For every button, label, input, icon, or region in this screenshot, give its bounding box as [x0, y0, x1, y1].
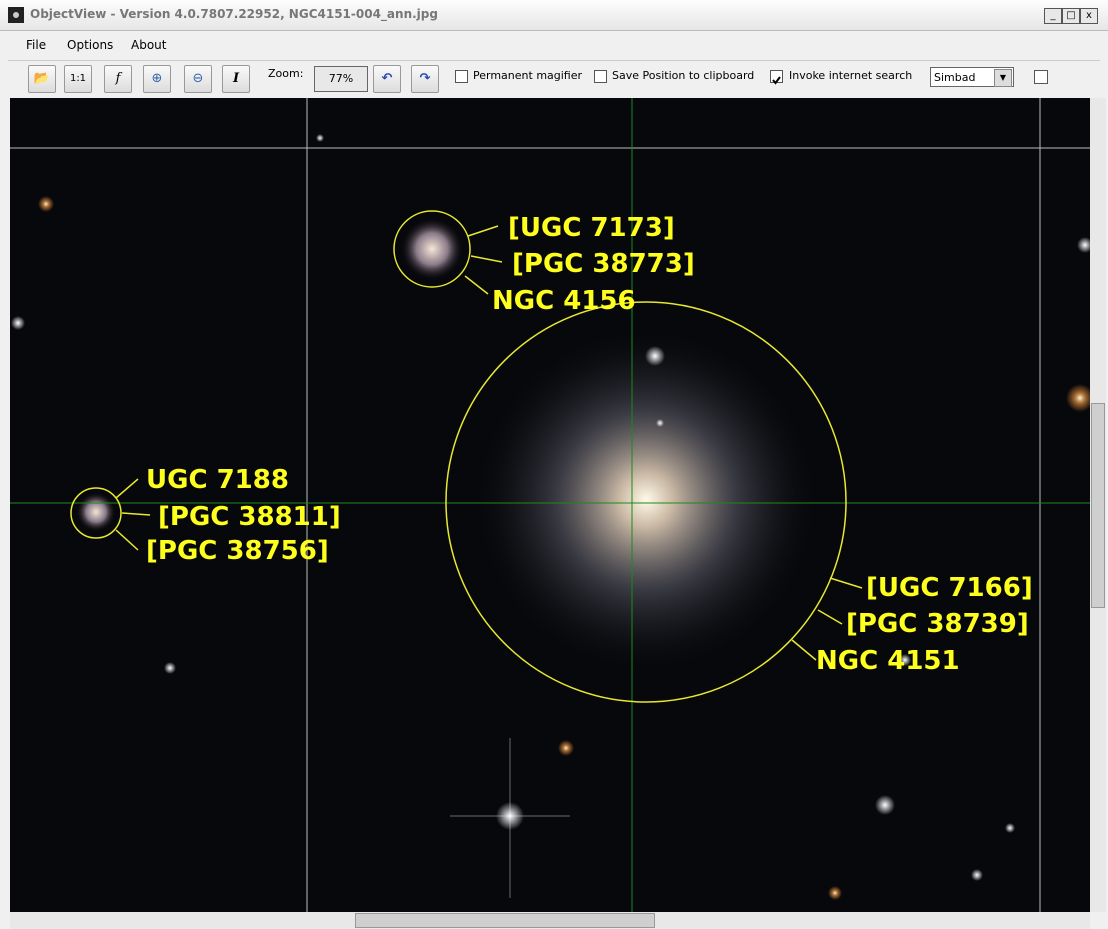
annotation-label: [UGC 7173]: [508, 213, 675, 243]
rotate-right-button[interactable]: ↷: [411, 65, 439, 93]
annotation-label: [PGC 38739]: [846, 609, 1029, 639]
app-icon: [8, 7, 24, 23]
title-bar: ObjectView - Version 4.0.7807.22952, NGC…: [0, 0, 1108, 31]
app-window: ObjectView - Version 4.0.7807.22952, NGC…: [0, 0, 1108, 929]
maximize-button[interactable]: □: [1062, 8, 1080, 24]
checkbox-label[interactable]: Permanent magifier: [473, 69, 582, 82]
info-button[interactable]: I: [222, 65, 250, 93]
minimize-button[interactable]: _: [1044, 8, 1062, 24]
checkbox[interactable]: [594, 70, 607, 83]
search-engine-select[interactable]: Simbad▼: [930, 67, 1014, 87]
annotation-label: UGC 7188: [146, 465, 289, 495]
annotation-label: [PGC 38811]: [158, 502, 341, 532]
annotation-label: [UGC 7166]: [866, 573, 1033, 603]
vertical-scrollbar[interactable]: [1090, 98, 1106, 912]
rotate-left-button[interactable]: ↶: [373, 65, 401, 93]
menu-item[interactable]: Options: [67, 38, 113, 52]
function-button[interactable]: f: [104, 65, 132, 93]
zoom-label: Zoom:: [268, 67, 303, 80]
extra-checkbox[interactable]: [1034, 70, 1048, 84]
actual-size-button[interactable]: 1:1: [64, 65, 92, 93]
check-mark: [771, 75, 782, 86]
select-value: Simbad: [934, 71, 975, 84]
zoom-out-button[interactable]: ⊖: [184, 65, 212, 93]
window-title: ObjectView - Version 4.0.7807.22952, NGC…: [30, 7, 438, 21]
checkbox[interactable]: [770, 70, 783, 83]
annotation-label: NGC 4156: [492, 286, 636, 316]
sky-image: [UGC 7173] [PGC 38773] NGC 4156 UGC 7188 [PG…: [10, 98, 1090, 912]
annotation-label: NGC 4151: [816, 646, 960, 676]
zoom-value: 77%: [314, 66, 368, 92]
checkbox[interactable]: [455, 70, 468, 83]
close-button[interactable]: x: [1080, 8, 1098, 24]
checkbox-label[interactable]: Save Position to clipboard: [612, 69, 754, 82]
checkbox-label[interactable]: Invoke internet search: [789, 69, 912, 82]
menu-item[interactable]: About: [131, 38, 166, 52]
menu-item[interactable]: File: [26, 38, 46, 52]
zoom-in-button[interactable]: ⊕: [143, 65, 171, 93]
horizontal-scrollbar[interactable]: [10, 912, 1090, 929]
annotation-label: [PGC 38756]: [146, 536, 329, 566]
open-button[interactable]: 📂: [28, 65, 56, 93]
annotation-label: [PGC 38773]: [512, 249, 695, 279]
